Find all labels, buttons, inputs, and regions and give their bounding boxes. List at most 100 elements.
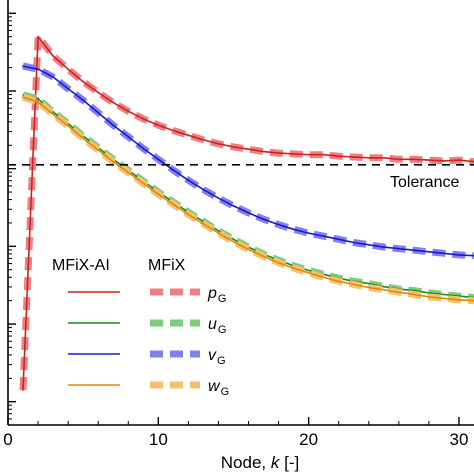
series-v-point [413, 249, 415, 251]
legend-label-main: u [208, 316, 217, 333]
legend-header-mfix: MFiX [148, 257, 186, 274]
series-p-point [217, 143, 220, 145]
series-u-point [232, 238, 235, 241]
series-v-point [202, 188, 205, 191]
series-v-point [67, 87, 69, 90]
series-w-point [157, 193, 160, 196]
series-p-point [202, 139, 205, 141]
series-v-point [443, 252, 445, 255]
series-w-point [217, 232, 220, 234]
series-mfix-v-line [22, 62, 474, 260]
series-p-point [413, 158, 415, 161]
series-w-point [352, 283, 355, 286]
series-p-point [187, 134, 190, 137]
series-layer [19, 33, 474, 391]
series-u-point [443, 293, 445, 296]
series-w-point [398, 291, 400, 294]
series-p-point [307, 153, 310, 156]
x-axis-title-part-2: k [271, 453, 281, 472]
legend-label-v: vG [208, 347, 226, 367]
series-p-point [232, 146, 235, 148]
series-v-point [217, 197, 220, 199]
legend-label-u: uG [208, 316, 226, 336]
series-p-point [82, 80, 84, 83]
series-v-point [142, 147, 145, 150]
series-w-point [307, 272, 310, 274]
series-v-point [247, 212, 250, 214]
series-w-point [322, 276, 325, 279]
series-w-point [292, 267, 295, 269]
series-w-point [413, 293, 415, 296]
series-v-point [368, 244, 370, 246]
series-u-point [428, 292, 430, 294]
legend-label-subscript: G [218, 293, 227, 305]
series-u-point [37, 98, 39, 100]
series-v-point [22, 65, 24, 67]
x-tick-label: 20 [299, 430, 318, 449]
legend-label-main: v [208, 347, 217, 364]
series-u-point [368, 282, 370, 285]
series-v-point [97, 111, 99, 114]
series-w-point [428, 296, 430, 298]
series-w-point [443, 297, 445, 300]
series-w-point [232, 240, 235, 243]
series-v-point [352, 241, 355, 244]
series-p-point [322, 153, 325, 156]
series-p-point [398, 158, 400, 161]
series-w-point [187, 213, 190, 216]
legend-label-subscript: G [218, 324, 227, 336]
series-p-point [97, 91, 99, 94]
series-p-point [172, 129, 175, 132]
series-w-point [127, 171, 130, 174]
series-p-point [277, 152, 280, 154]
series-v-point [157, 158, 160, 161]
series-w-point [112, 160, 114, 163]
series-p-point [383, 157, 385, 159]
legend-header-mfix-ai: MFiX-AI [52, 257, 110, 274]
series-w-point [22, 96, 24, 98]
series-p-point [368, 157, 370, 159]
series-w-point [337, 280, 340, 283]
x-axis-title-part-1: Node, [221, 453, 271, 472]
series-v-point [112, 124, 114, 126]
tolerance-label: Tolerance [390, 174, 459, 191]
legend-label-w: wG [208, 378, 229, 398]
series-w-point [142, 182, 145, 185]
legend-label-p: pG [207, 285, 226, 305]
series-v-point [127, 136, 130, 138]
series-w-point [277, 261, 280, 264]
series-p-point [142, 118, 145, 120]
series-p-point [337, 155, 340, 157]
series-v-point [428, 251, 430, 253]
legend-label-subscript: G [217, 355, 226, 367]
series-p-point [157, 124, 160, 126]
axes-layer: 0 10 20 30 [3, 0, 474, 449]
series-p-point [443, 160, 445, 162]
series-p-point [247, 148, 250, 150]
series-v-point [307, 232, 310, 234]
series-u-point [383, 285, 385, 288]
series-u-point [217, 230, 220, 232]
series-v-point [398, 247, 400, 250]
x-tick-label: 30 [450, 430, 469, 449]
series-w-point [172, 203, 175, 206]
series-p-point [262, 150, 265, 153]
series-p-point [22, 389, 24, 391]
series-w-point [82, 137, 84, 140]
series-p-point [292, 153, 295, 155]
series-mfix-ai-v-line [22, 65, 474, 257]
series-v-point [322, 235, 325, 237]
series-v-point [292, 228, 295, 231]
series-u-point [22, 94, 24, 96]
series-w-point [247, 248, 250, 251]
series-w-point [262, 255, 265, 258]
series-w-point [368, 286, 370, 289]
series-p-point [52, 55, 54, 57]
series-p-point [428, 159, 430, 161]
series-p-point [37, 35, 39, 38]
series-v-point [172, 169, 175, 171]
series-v-point [337, 238, 340, 241]
series-v-point [383, 246, 385, 248]
